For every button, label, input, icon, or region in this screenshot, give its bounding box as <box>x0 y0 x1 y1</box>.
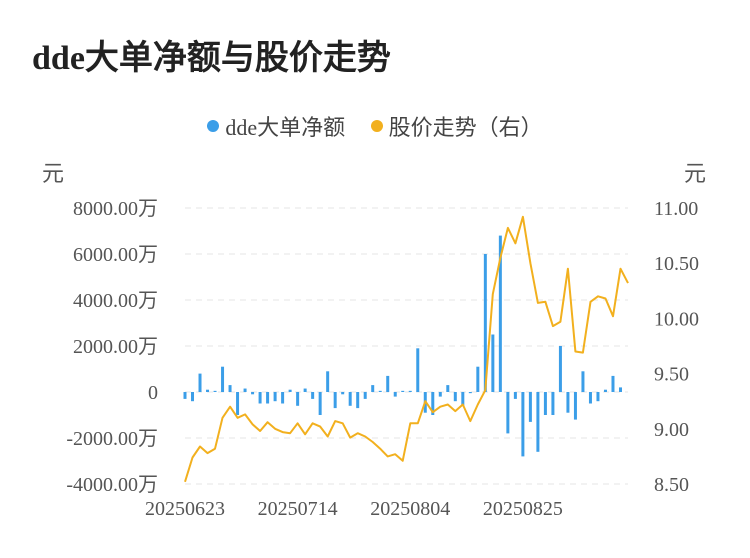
dde-bar <box>198 373 202 392</box>
y-right-tick-label: 8.50 <box>654 474 689 496</box>
x-tick-label: 20250804 <box>370 498 450 520</box>
right-axis-unit: 元 <box>684 161 707 186</box>
dde-bar <box>498 235 502 392</box>
dde-bar <box>618 387 622 392</box>
dde-bar <box>596 392 600 402</box>
dde-bar <box>431 392 435 415</box>
legend-item-line[interactable]: 股价走势（右） <box>370 110 543 142</box>
y-left-tick-label: -2000.00万 <box>66 428 158 450</box>
dde-bar <box>221 366 225 392</box>
dde-bar <box>206 389 210 392</box>
legend: dde大单净额 股价走势（右） <box>0 110 750 142</box>
dde-bar <box>348 392 352 406</box>
dde-bar <box>251 392 255 395</box>
dde-bar <box>528 392 532 422</box>
legend-item-bar[interactable]: dde大单净额 <box>207 110 345 142</box>
y-left-tick-label: -4000.00万 <box>66 474 158 496</box>
dde-bar <box>311 392 315 399</box>
dde-bar <box>611 375 615 392</box>
dde-bar <box>461 392 465 406</box>
dde-bar <box>446 385 450 392</box>
dde-bar <box>453 392 457 402</box>
dde-bar <box>573 392 577 420</box>
y-right-tick-label: 9.00 <box>654 419 689 441</box>
dde-bar <box>183 392 187 399</box>
y-right-tick-label: 9.50 <box>654 364 689 386</box>
dde-bar <box>483 254 487 392</box>
dde-bar <box>213 390 217 392</box>
dde-bar <box>296 392 300 406</box>
x-tick-label: 20250825 <box>483 498 563 520</box>
chart-title: dde大单净额与股价走势 <box>32 40 391 77</box>
dde-bar <box>536 392 540 452</box>
y-left-tick-label: 6000.00万 <box>73 244 158 266</box>
dde-bar <box>521 392 525 457</box>
dde-bar <box>318 392 322 415</box>
dde-bar <box>551 392 555 415</box>
y-left-tick-label: 0 <box>148 382 158 404</box>
dde-bar <box>558 346 562 392</box>
dde-bar <box>281 392 285 404</box>
dde-bar <box>566 392 570 413</box>
dde-bar <box>386 375 390 392</box>
dde-bar <box>288 389 292 392</box>
dde-bar <box>258 392 262 404</box>
dde-bar <box>266 392 270 404</box>
dde-bar <box>326 371 330 392</box>
legend-line-label: 股价走势（右） <box>388 115 543 140</box>
left-axis-unit: 元 <box>42 161 65 186</box>
dde-bar <box>303 388 307 392</box>
dde-bar <box>243 388 247 392</box>
dde-bar <box>603 389 607 392</box>
dde-bar <box>438 392 442 397</box>
dde-bar <box>356 392 360 409</box>
dde-bar <box>506 392 510 434</box>
x-tick-label: 20250714 <box>258 498 338 520</box>
dde-bar <box>333 392 337 409</box>
dde-bar <box>191 392 195 402</box>
dde-bar <box>228 385 232 392</box>
y-right-tick-label: 11.00 <box>654 198 698 220</box>
dde-bar <box>581 371 585 392</box>
dde-bar <box>491 334 495 392</box>
x-tick-label: 20250623 <box>145 498 225 520</box>
legend-bar-label: dde大单净额 <box>225 115 346 140</box>
dde-bar <box>273 392 277 402</box>
y-right-tick-label: 10.50 <box>654 253 699 275</box>
dde-bar <box>371 385 375 392</box>
dde-bar <box>378 390 382 392</box>
dde-bar <box>416 348 420 392</box>
y-left-tick-label: 8000.00万 <box>73 198 158 220</box>
dde-bar <box>401 390 405 392</box>
dde-bar <box>468 392 472 394</box>
dde-bar <box>236 392 240 415</box>
dde-bar <box>513 392 517 399</box>
price-line <box>184 215 629 483</box>
dde-bar <box>588 392 592 404</box>
dde-bar <box>341 392 345 395</box>
dde-bar <box>408 390 412 392</box>
dde-bar <box>476 366 480 392</box>
legend-bar-swatch <box>207 120 220 132</box>
y-right-tick-label: 10.00 <box>654 308 699 330</box>
dde-bar <box>393 392 397 397</box>
dde-bar <box>543 392 547 415</box>
dde-bar <box>363 392 367 399</box>
legend-line-swatch <box>370 120 383 132</box>
y-left-tick-label: 4000.00万 <box>73 290 158 312</box>
y-left-tick-label: 2000.00万 <box>73 336 158 358</box>
